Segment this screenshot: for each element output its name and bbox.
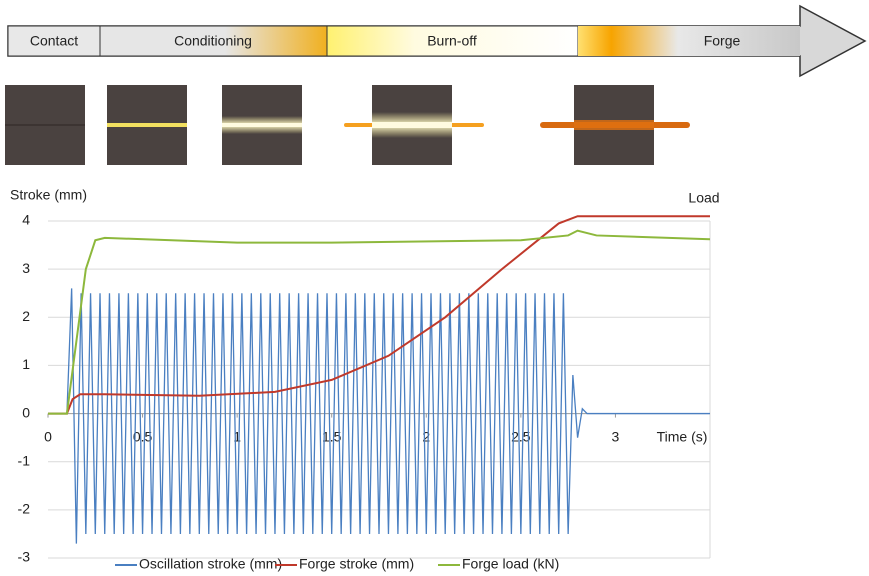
legend-label: Forge load (kN) (462, 556, 559, 572)
x-tick-label: 2 (422, 428, 430, 444)
stage-label: Forge (704, 33, 741, 49)
annotation: Load (688, 190, 719, 206)
legend-label: Oscillation stroke (mm) (139, 556, 282, 572)
y-axis-label: Stroke (mm) (10, 187, 87, 203)
process-arrow: Contact Conditioning Burn-off Forge (8, 6, 865, 76)
x-tick-label: 3 (612, 428, 620, 444)
stage-label: Contact (30, 33, 78, 49)
y-tick-label: 3 (22, 260, 30, 276)
y-tick-label: 1 (22, 356, 30, 372)
y-tick-label: -1 (18, 452, 31, 468)
x-tick-label: 1 (233, 428, 241, 444)
x-tick-label: 0 (44, 428, 52, 444)
x-axis-label: Time (s) (657, 428, 708, 444)
legend-label: Forge stroke (mm) (299, 556, 414, 572)
y-tick-label: -3 (18, 549, 31, 565)
y-tick-label: -2 (18, 501, 31, 517)
figure: Contact Conditioning Burn-off Forge Stro… (0, 0, 869, 576)
y-tick-label: 4 (22, 212, 30, 228)
y-tick-label: 2 (22, 308, 30, 324)
series-line (48, 288, 710, 543)
weld-images (5, 85, 690, 165)
stage-label: Burn-off (427, 33, 477, 49)
stage-label: Conditioning (174, 33, 252, 49)
y-tick-label: 0 (22, 404, 30, 420)
